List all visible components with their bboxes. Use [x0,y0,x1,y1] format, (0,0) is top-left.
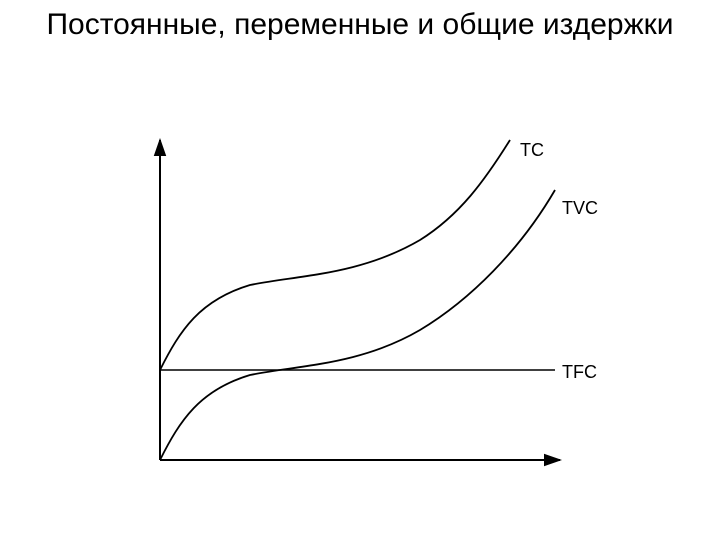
tfc-label: TFC [562,362,597,383]
title-text: Постоянные, переменные и общие издержки [46,8,673,41]
tc-label: TC [520,140,544,161]
page-title: Постоянные, переменные и общие издержки [0,8,720,42]
cost-chart: TC TVC TFC [130,130,590,490]
chart-svg [130,130,590,490]
tvc-label: TVC [562,198,598,219]
slide-container: Постоянные, переменные и общие издержки … [0,0,720,540]
